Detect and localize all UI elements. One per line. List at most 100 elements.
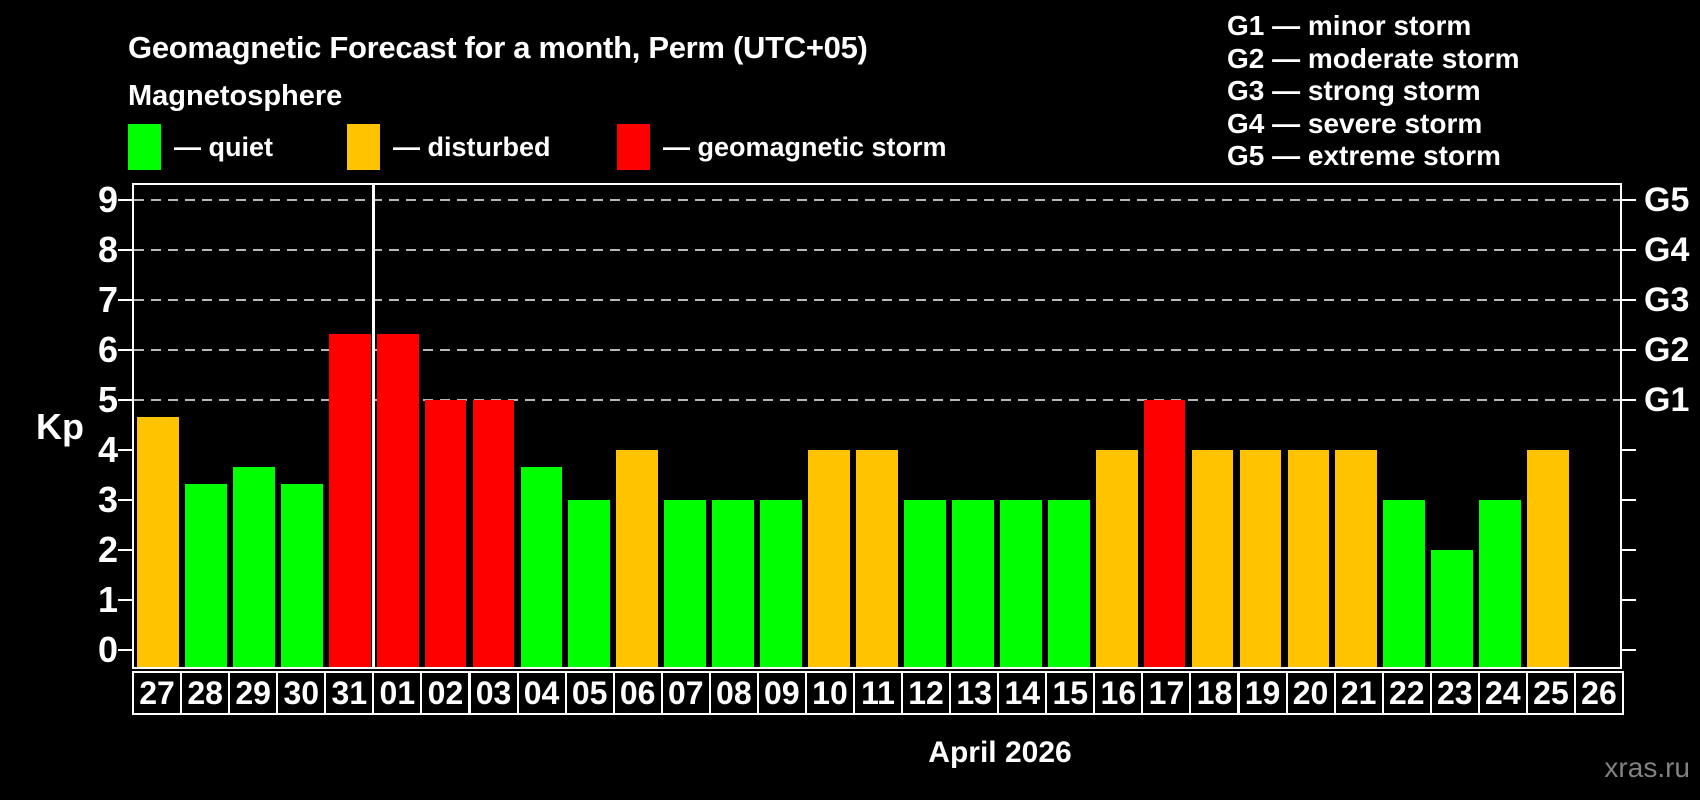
bar-15 [1047, 500, 1090, 667]
bar-20 [1287, 450, 1330, 667]
storm-color-swatch [617, 124, 650, 170]
legend-item-label: — disturbed [393, 131, 551, 162]
right-axis-tick-6 [1622, 349, 1636, 351]
x-label-11: 11 [853, 671, 904, 715]
bar-03 [472, 400, 515, 667]
bar-18 [1191, 450, 1234, 667]
bar-28 [184, 483, 227, 667]
x-label-31: 31 [324, 671, 375, 715]
bar-12 [904, 500, 946, 667]
x-label-02: 02 [420, 671, 471, 715]
y-axis-tick-1 [118, 599, 132, 601]
g-level-label-G5: G5 [1644, 181, 1690, 219]
disturbed-color-swatch [347, 124, 380, 170]
bar-16 [1095, 450, 1138, 667]
x-label-09: 09 [756, 671, 807, 715]
bar-30 [280, 483, 323, 667]
bar-17 [1143, 400, 1186, 667]
x-label-01: 01 [372, 671, 423, 715]
x-label-17: 17 [1141, 671, 1192, 715]
y-tick-label-0: 0 [97, 629, 118, 670]
x-label-30: 30 [276, 671, 327, 715]
right-axis-tick-4 [1622, 449, 1636, 451]
g-legend-line: G2 — moderate storm [1227, 42, 1520, 74]
y-tick-label-9: 9 [97, 179, 118, 220]
g-legend-line: G5 — extreme storm [1227, 140, 1501, 171]
x-label-26: 26 [1573, 671, 1624, 715]
bar-08 [712, 500, 755, 667]
right-axis-tick-0 [1622, 649, 1636, 651]
bar-05 [568, 500, 611, 667]
bar-11 [856, 450, 898, 667]
x-label-03: 03 [468, 671, 519, 715]
x-label-20: 20 [1285, 671, 1336, 715]
x-label-21: 21 [1333, 671, 1384, 715]
y-axis-tick-8 [118, 249, 132, 251]
bar-09 [760, 500, 803, 667]
y-axis-tick-5 [118, 399, 132, 401]
x-label-06: 06 [612, 671, 663, 715]
bar-21 [1335, 450, 1378, 667]
y-axis-tick-4 [118, 449, 132, 451]
page-title: Geomagnetic Forecast for a month, Perm (… [128, 30, 868, 65]
y-tick-label-6: 6 [97, 329, 118, 370]
x-label-07: 07 [660, 671, 711, 715]
right-axis-tick-8 [1622, 249, 1636, 251]
bar-06 [616, 450, 659, 667]
bar-29 [232, 466, 275, 667]
magnetosphere-subtitle: Magnetosphere [128, 80, 343, 112]
y-axis-tick-7 [118, 299, 132, 301]
x-label-15: 15 [1045, 671, 1096, 715]
gridline-kp-8 [134, 249, 1620, 251]
bar-19 [1239, 450, 1282, 667]
y-tick-label-5: 5 [97, 379, 118, 420]
y-axis-tick-9 [118, 199, 132, 201]
x-label-13: 13 [949, 671, 1000, 715]
legend-item-label: — quiet [174, 131, 273, 162]
x-label-23: 23 [1429, 671, 1480, 715]
y-tick-label-8: 8 [97, 229, 118, 270]
right-axis-tick-9 [1622, 199, 1636, 201]
x-label-14: 14 [997, 671, 1048, 715]
x-label-22: 22 [1381, 671, 1432, 715]
y-tick-label-1: 1 [97, 579, 118, 620]
gridline-kp-5 [134, 399, 1620, 401]
y-tick-label-4: 4 [97, 429, 118, 470]
x-label-05: 05 [564, 671, 615, 715]
x-label-18: 18 [1189, 671, 1240, 715]
right-axis-tick-2 [1622, 549, 1636, 551]
bar-23 [1431, 550, 1474, 667]
bar-07 [664, 500, 707, 667]
g-scale-legend: G1 — minor storm G2 — moderate storm G3 — … [1227, 10, 1520, 173]
legend-item-quiet: — quiet [128, 122, 273, 172]
x-label-27: 27 [132, 671, 183, 715]
x-label-19: 19 [1237, 671, 1288, 715]
g-level-label-G1: G1 [1644, 381, 1690, 419]
gridline-kp-6 [134, 349, 1620, 351]
y-tick-label-7: 7 [97, 279, 118, 320]
y-axis-tick-2 [118, 549, 132, 551]
gridline-kp-7 [134, 299, 1620, 301]
legend-item-label: — geomagnetic storm [663, 131, 947, 162]
right-axis-tick-1 [1622, 599, 1636, 601]
bar-02 [424, 400, 467, 667]
bar-14 [999, 500, 1042, 667]
x-label-10: 10 [804, 671, 855, 715]
right-axis-tick-3 [1622, 499, 1636, 501]
watermark: xras.ru [1604, 752, 1690, 783]
y-tick-label-2: 2 [97, 529, 118, 570]
y-tick-label-3: 3 [97, 479, 118, 520]
y-axis-tick-3 [118, 499, 132, 501]
x-label-24: 24 [1477, 671, 1528, 715]
g-legend-line: G4 — severe storm [1227, 107, 1483, 139]
gridline-kp-9 [134, 199, 1620, 201]
legend-item-disturbed: — disturbed [347, 122, 551, 172]
bar-01 [376, 333, 419, 667]
bar-10 [808, 450, 850, 667]
x-label-25: 25 [1525, 671, 1576, 715]
x-label-29: 29 [228, 671, 279, 715]
legend-item-storm: — geomagnetic storm [617, 122, 947, 172]
y-axis-tick-6 [118, 349, 132, 351]
bar-24 [1479, 500, 1522, 667]
